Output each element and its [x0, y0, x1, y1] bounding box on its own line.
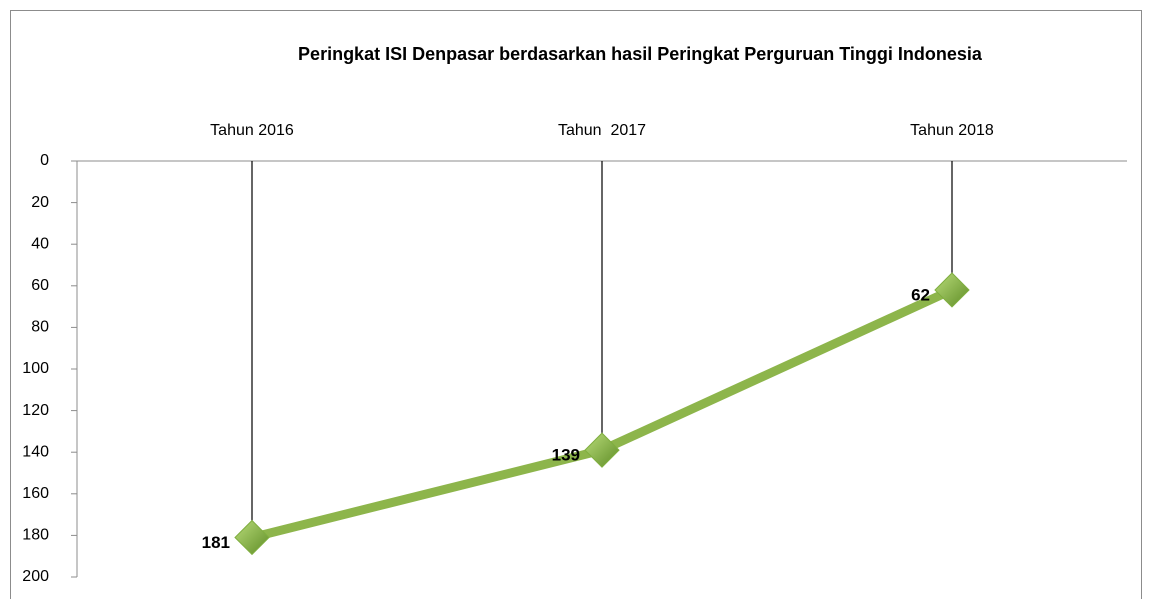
- chart-frame: [10, 10, 1142, 599]
- y-tick-label: 0: [40, 152, 49, 169]
- y-tick-label: 160: [22, 485, 49, 502]
- point-marker: [934, 272, 970, 308]
- point-marker: [234, 519, 270, 556]
- data-label: 139: [552, 446, 580, 465]
- y-tick-label: 120: [22, 402, 49, 419]
- x-tick-label: Tahun 2017: [558, 122, 646, 139]
- chart-title: Peringkat ISI Denpasar berdasarkan hasil…: [298, 44, 983, 64]
- y-tick-label: 80: [31, 319, 49, 336]
- x-tick-label: Tahun 2018: [910, 122, 994, 139]
- y-tick-label: 100: [22, 360, 49, 377]
- y-tick-label: 200: [22, 568, 49, 585]
- y-tick-label: 60: [31, 277, 49, 294]
- data-label: 181: [202, 533, 230, 552]
- y-tick-label: 180: [22, 527, 49, 544]
- data-label: 62: [911, 285, 930, 304]
- y-tick-label: 140: [22, 443, 49, 460]
- point-marker: [584, 432, 620, 468]
- y-tick-label: 20: [31, 194, 49, 211]
- x-tick-label: Tahun 2016: [210, 122, 294, 139]
- y-tick-label: 40: [31, 235, 49, 252]
